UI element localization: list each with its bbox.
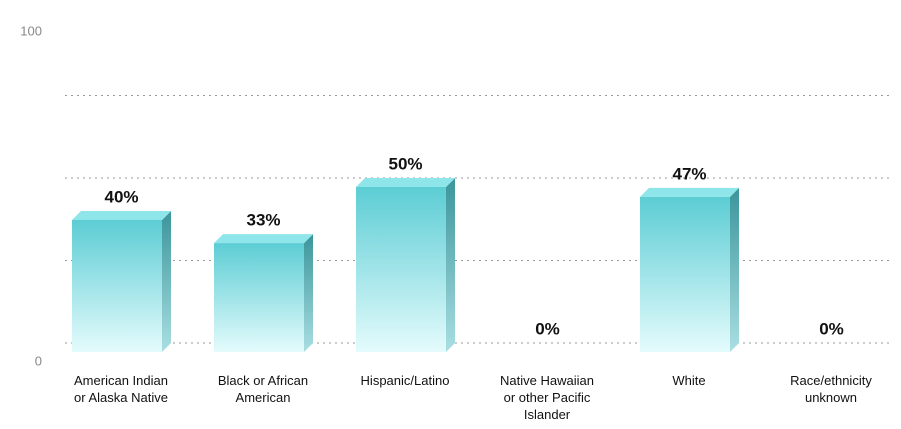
bar-top: [356, 178, 455, 187]
bar-top: [640, 187, 739, 197]
x-tick-label: Race/ethnicity unknown: [790, 373, 872, 405]
bar-side: [446, 178, 455, 352]
value-label: 50%: [388, 154, 422, 173]
bar: [214, 243, 304, 352]
x-tick-label: Black or African American: [217, 373, 309, 405]
x-tick-label: Hispanic/Latino: [360, 373, 450, 388]
bar-top: [214, 234, 313, 244]
bar-side: [304, 234, 313, 352]
y-tick-label: 0: [35, 353, 42, 368]
bar-top: [72, 211, 171, 220]
bar-side: [162, 211, 171, 352]
y-tick-label: 100: [20, 23, 42, 38]
bar-side: [730, 187, 739, 352]
bar: [640, 196, 730, 352]
bar: [72, 220, 162, 352]
x-tick-label: Native Hawaiian or other Pacific Islande…: [500, 373, 594, 422]
value-label: 0%: [819, 319, 844, 338]
bar: [356, 187, 446, 352]
value-label: 40%: [104, 187, 138, 206]
x-tick-label: White: [672, 373, 706, 388]
x-tick-label: American Indian or Alaska Native: [74, 373, 168, 405]
value-label: 0%: [535, 319, 560, 338]
value-label: 47%: [672, 164, 706, 183]
value-label: 33%: [246, 211, 280, 230]
